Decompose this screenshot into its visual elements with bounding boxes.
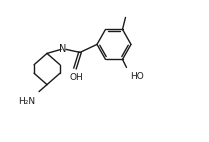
Text: HO: HO [130, 72, 144, 81]
Text: N: N [59, 44, 67, 54]
Text: OH: OH [69, 73, 83, 82]
Text: H₂N: H₂N [18, 97, 35, 106]
